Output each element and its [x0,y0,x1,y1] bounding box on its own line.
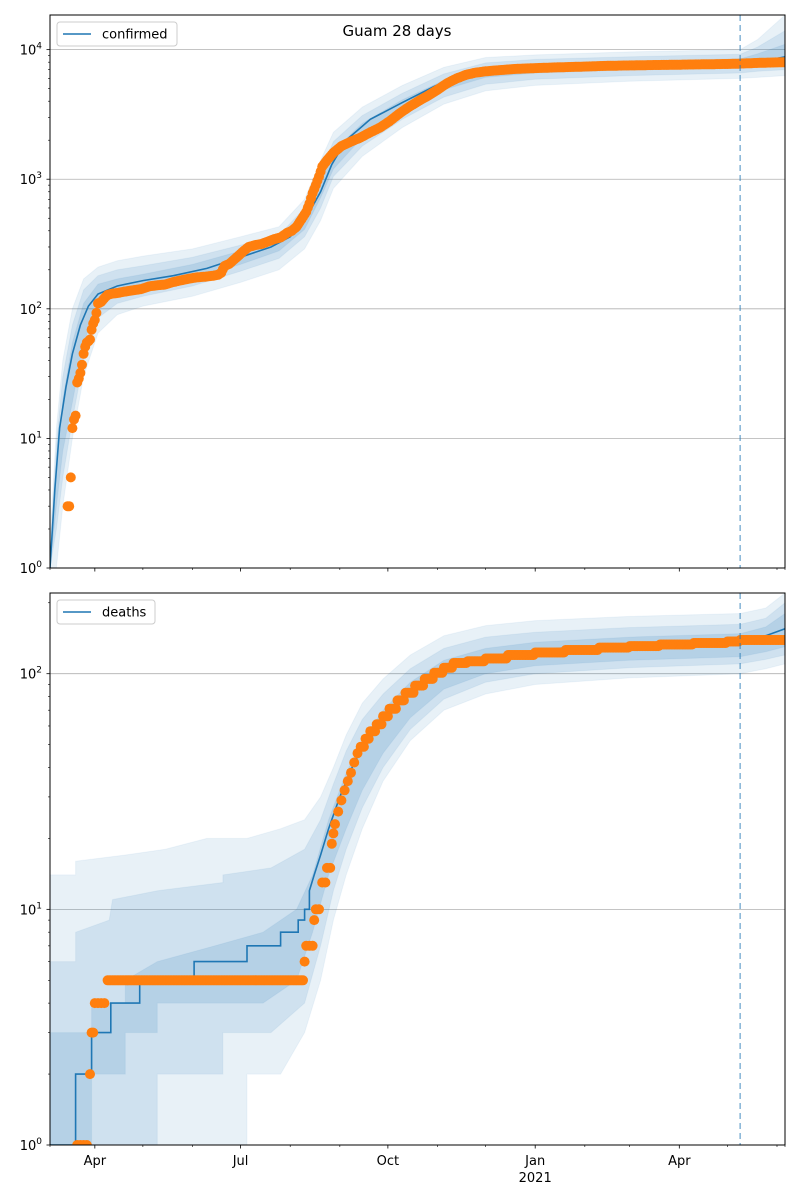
observed-point [314,904,324,915]
forecast-band-middle [50,602,785,1145]
observed-point [91,307,102,318]
bottom-observed-points [72,635,785,1145]
y-tick-label: 100 [20,560,43,577]
observed-point [780,635,785,645]
x-tick-label: Jan [524,1154,545,1169]
top-model-median [50,56,785,568]
confirmed-panel: 100 101 102 103 104 Guam 28 days confirmed [20,14,786,577]
observed-point [390,703,401,714]
observed-point [333,806,344,817]
bottom-forecast-bands [50,593,785,1145]
y-tick-label: 103 [20,171,42,188]
observed-point [376,719,387,730]
observed-point [77,359,87,370]
forecast-band-inner [50,43,785,568]
forecast-band-outer [50,593,785,1145]
observed-point [382,711,393,722]
observed-point [75,367,86,378]
observed-point [339,785,350,796]
bottom-legend-label: deaths [102,606,147,621]
observed-point [336,795,347,806]
observed-point [65,472,76,483]
observed-point [780,57,785,68]
top-observed-points [62,57,785,512]
observed-point [307,940,318,951]
forecast-band-inner [50,612,785,1145]
observed-point [85,1069,95,1080]
observed-point [330,819,340,830]
observed-point [328,828,339,839]
top-axes-frame [49,14,786,569]
observed-point [99,998,110,1009]
observed-point [70,410,81,421]
observed-point [88,1027,99,1038]
y-tick-label: 101 [20,430,42,447]
x-tick-label: Apr [668,1154,691,1169]
observed-point [326,838,337,849]
observed-point [64,501,75,512]
y-tick-label: 104 [20,42,43,59]
observed-point [81,1140,92,1145]
observed-point [85,334,95,345]
forecast-band-middle [50,30,785,568]
x-tick-label: Apr [84,1154,107,1169]
top-legend-box [56,21,178,47]
observed-point [342,776,353,787]
y-tick-label: 102 [20,301,42,318]
bottom-y-gridlines [50,673,785,910]
top-legend-label: confirmed [102,28,168,43]
observed-point [299,956,310,967]
x-tick-year-label: 2021 [519,1171,552,1186]
median-line-confirmed [50,56,785,568]
bottom-legend: deaths [56,599,156,625]
observed-point [349,757,360,768]
y-tick-label: 100 [20,1137,43,1154]
top-y-gridlines [50,49,785,439]
observed-point [309,915,320,926]
observed-point [320,877,331,888]
observed-point [358,741,369,752]
y-tick-label: 102 [20,666,42,683]
observed-point [346,767,356,778]
forecast-band-outer [50,15,785,568]
x-tick-label: Oct [377,1154,399,1169]
top-legend: confirmed [56,21,178,47]
x-tick-label: Jul [232,1154,249,1169]
y-tick-label: 101 [20,901,42,918]
chart-title: Guam 28 days [343,22,452,40]
bottom-axes-frame [49,592,786,1146]
observed-point [325,862,336,873]
bottom-x-axis: Apr Jul Oct Jan 2021 Apr [49,1145,786,1186]
observed-point [67,423,78,434]
top-y-axis: 100 101 102 103 104 [20,42,50,577]
deaths-panel: 100 101 102 Apr Jul Oct Jan 2021 Apr deaths [20,592,786,1186]
observed-point [363,733,374,744]
top-x-axis [49,568,786,572]
observed-point [298,975,308,986]
bottom-y-axis: 100 101 102 [20,602,50,1154]
bottom-legend-box [56,599,156,625]
observed-point [398,695,409,706]
